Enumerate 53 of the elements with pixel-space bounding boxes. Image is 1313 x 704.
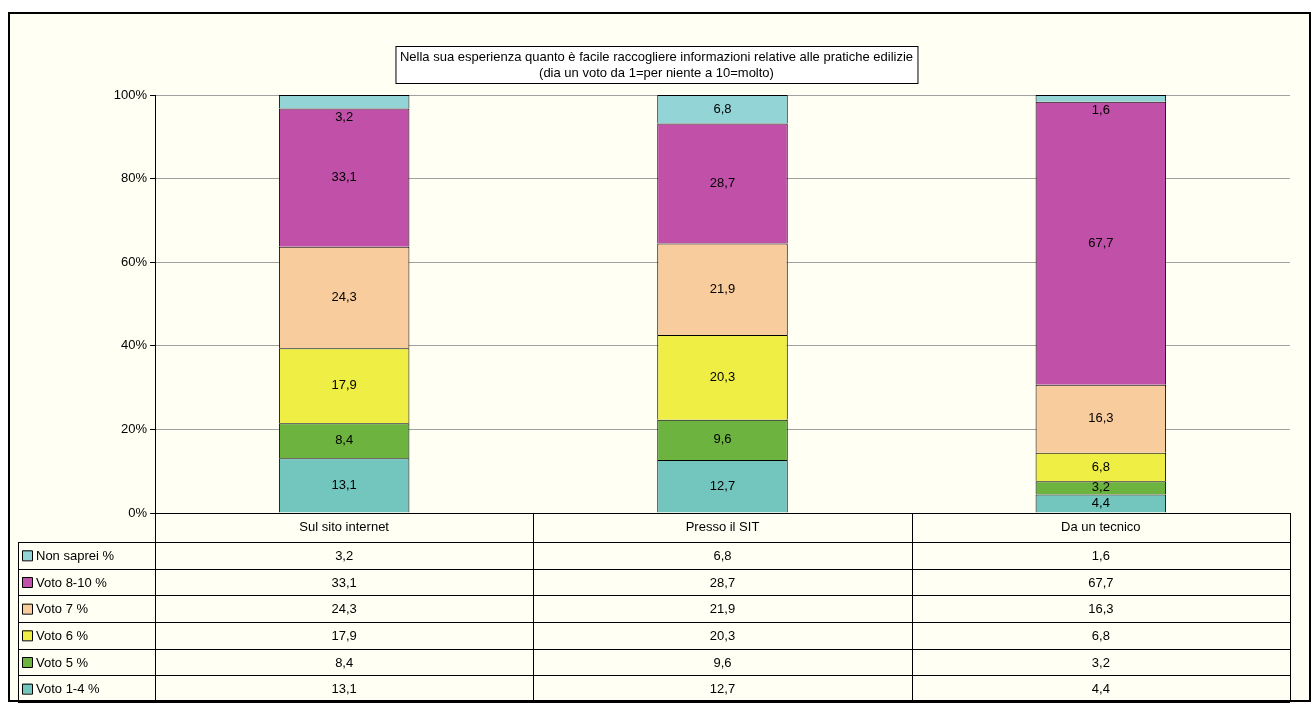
text: 9,6 [713,431,732,447]
data-label: 1,6 [1091,547,1110,563]
legend-label: Non saprei % [36,547,115,563]
text: 17,9 [331,377,357,393]
data-label: 24,3 [331,601,357,617]
data-label: 12,7 [709,681,736,697]
chart-subtitle: (dia un voto da 1=per niente a 10=molto) [538,65,775,81]
text: 13,1 [331,476,357,492]
text: 1,6 [1091,102,1110,118]
y-tick-label: 60% [120,253,148,269]
y-tick-label: 100% [113,86,148,102]
text: 16,3 [1088,410,1114,426]
chart-title: Nella sua esperienza quanto è facile raccogliere informazioni relative alle pratiche edilizie [399,49,914,65]
legend-label: Voto 8-10 % [36,574,108,590]
text: 21,9 [709,280,736,296]
y-tick-label: 80% [120,170,148,186]
text: 24,3 [331,289,357,305]
text: 3,2 [335,108,354,124]
text: 67,7 [1088,234,1114,250]
x-tick-label: Presso il SIT [685,519,760,535]
data-label: 9,6 [713,654,732,670]
text: 20,3 [709,368,736,384]
legend-label: Voto 7 % [36,601,89,617]
y-tick-label: 0% [128,504,148,520]
data-label: 33,1 [331,574,357,590]
text: 6,8 [1091,458,1110,474]
text: 28,7 [709,174,736,190]
data-label: 21,9 [709,601,736,617]
data-label: 6,8 [1091,627,1110,643]
data-label: 17,9 [331,627,357,643]
text: 8,4 [335,432,354,448]
data-label: 6,8 [713,547,732,563]
legend-label: Voto 6 % [36,627,89,643]
y-tick-label: 40% [120,337,148,353]
data-label: 3,2 [1091,654,1110,670]
x-tick-label: Da un tecnico [1061,519,1141,535]
data-label: 4,4 [1091,681,1110,697]
data-label: 16,3 [1088,601,1114,617]
text: 3,2 [1091,479,1110,495]
legend-label: Voto 1-4 % [36,681,101,697]
data-label: 13,1 [331,681,357,697]
y-tick-label: 20% [120,420,148,436]
text: 12,7 [709,477,736,493]
data-label: 3,2 [335,547,354,563]
x-tick-label: Sul sito internet [299,519,390,535]
text: 6,8 [713,100,732,116]
text: 33,1 [331,169,357,185]
data-label: 8,4 [335,654,354,670]
data-label: 20,3 [709,627,736,643]
legend-label: Voto 5 % [36,654,89,670]
data-label: 67,7 [1088,574,1114,590]
text: 4,4 [1091,495,1110,511]
data-label: 28,7 [709,574,736,590]
